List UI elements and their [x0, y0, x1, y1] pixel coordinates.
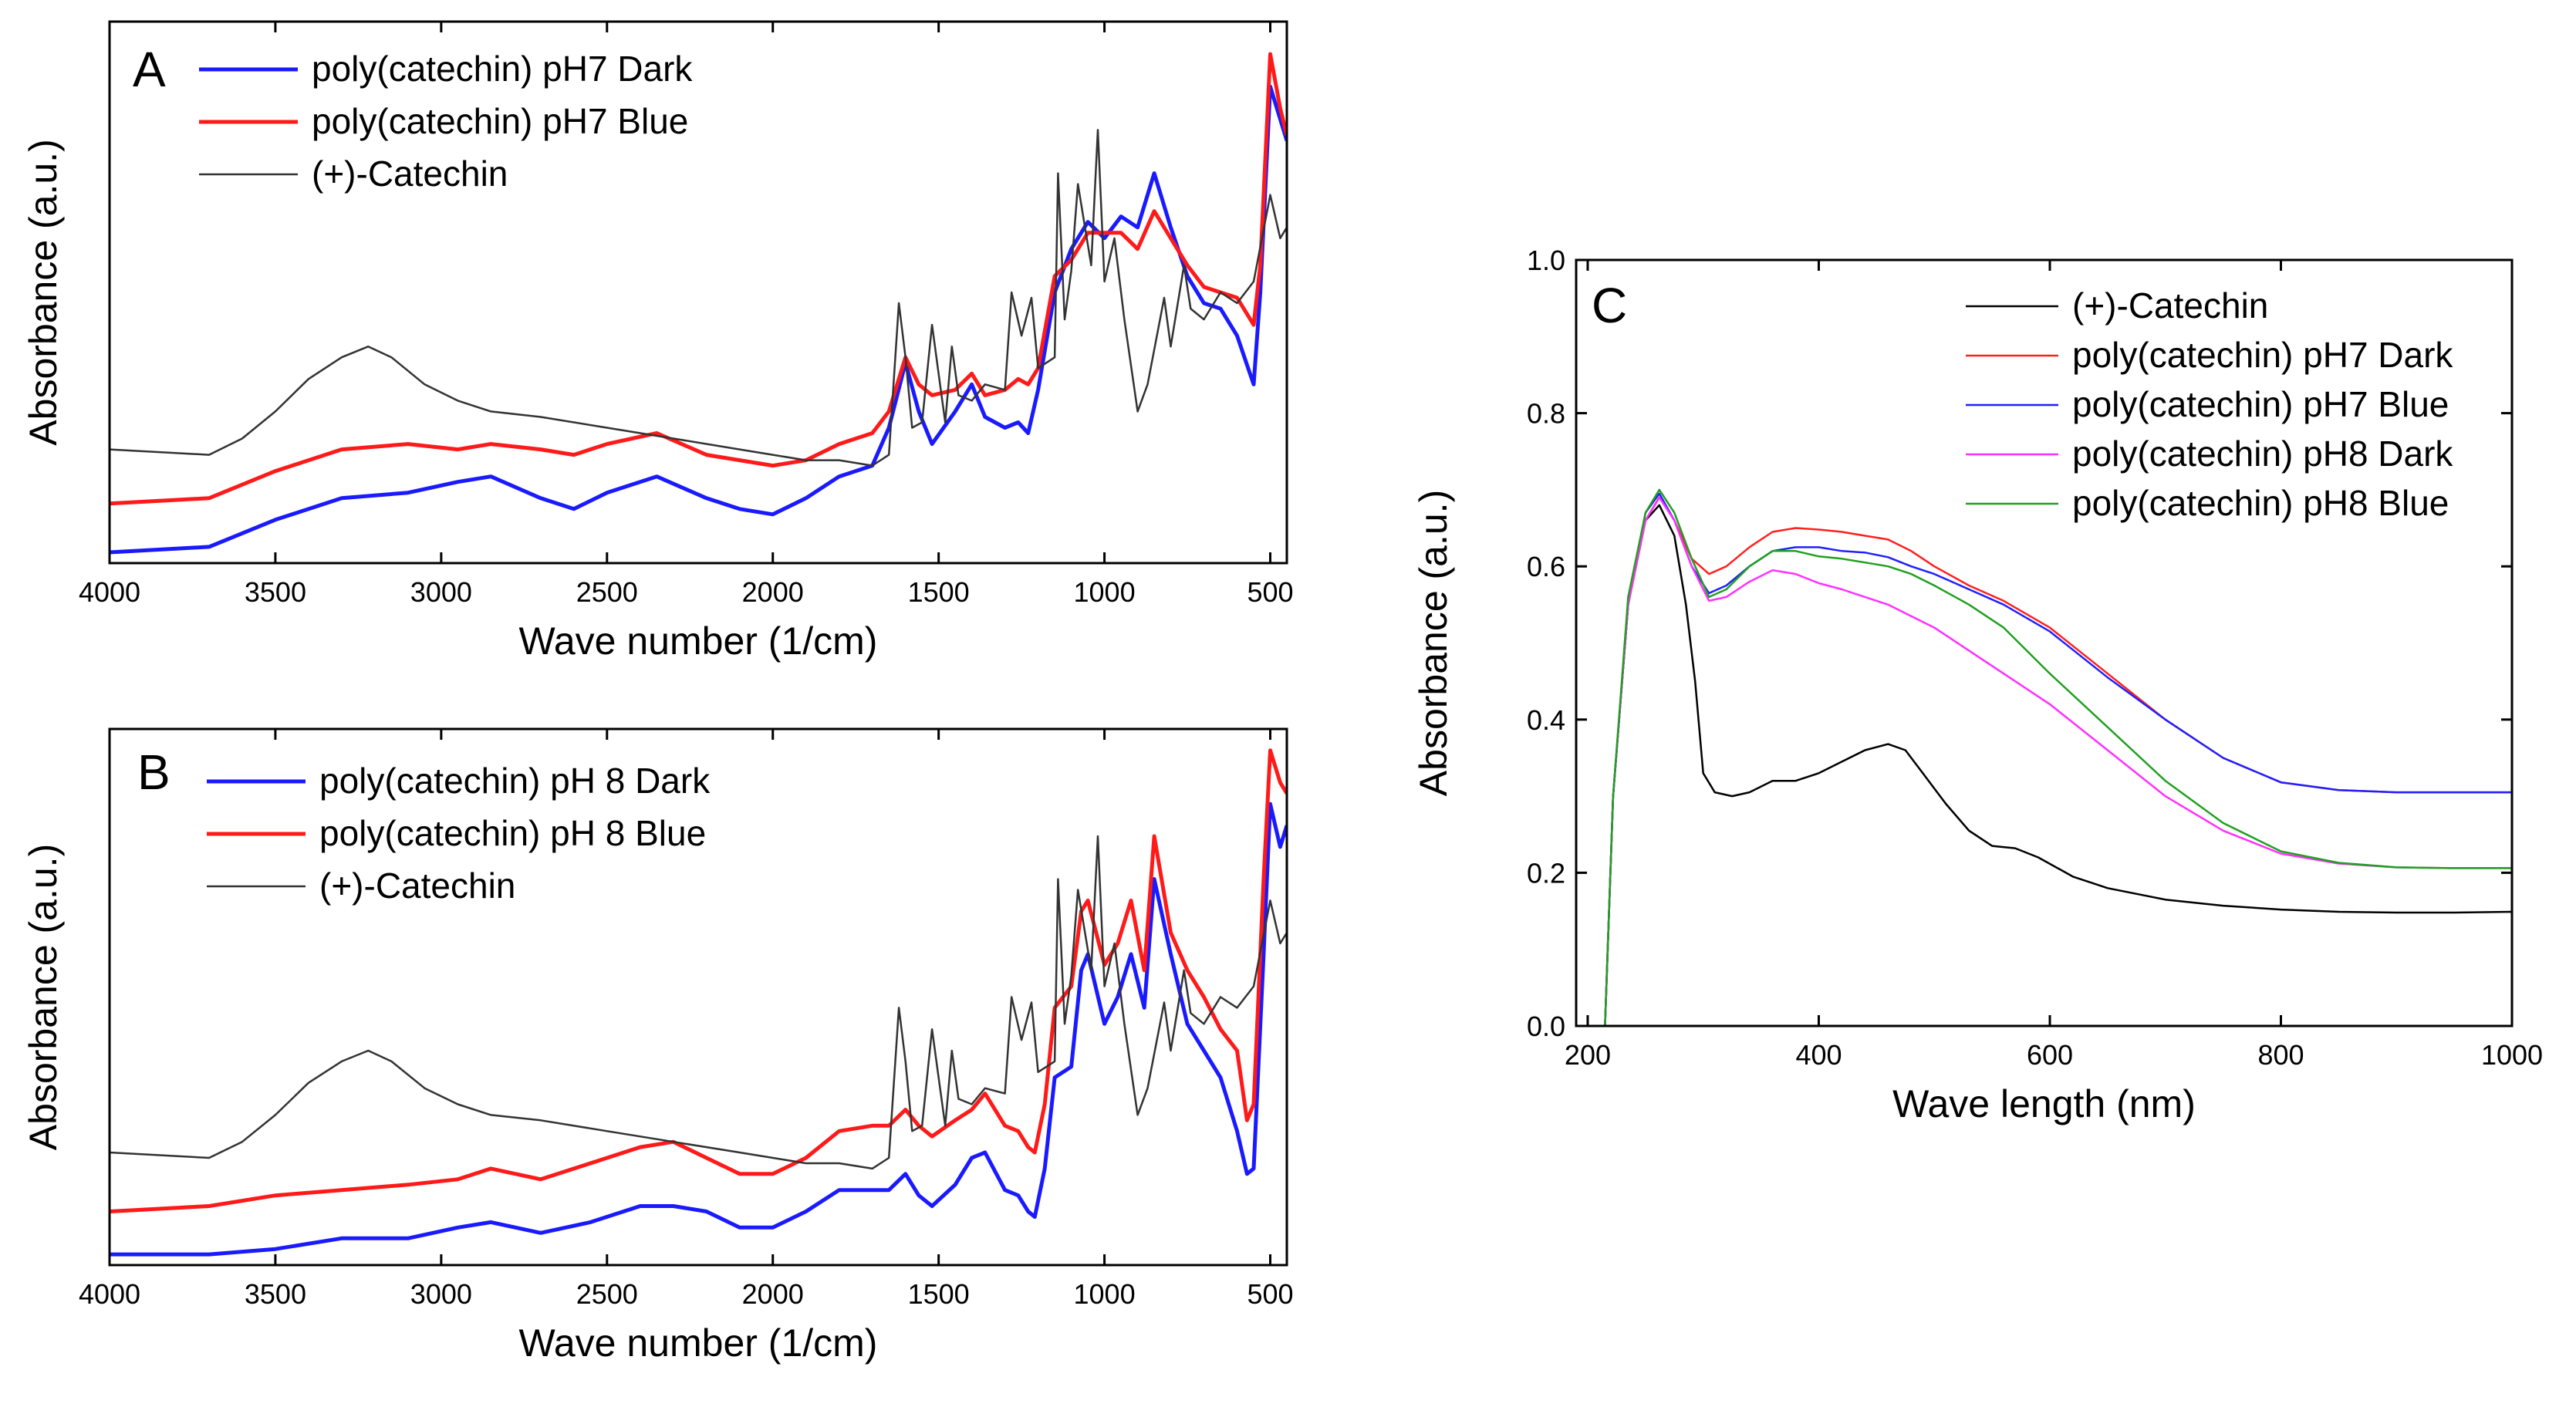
x-tick-label: 600: [2027, 1039, 2073, 1071]
legend-label: poly(catechin) pH7 Blue: [312, 101, 688, 141]
plot-frame: [108, 20, 1288, 565]
y-axis-title: Absorbance (a.u.): [22, 844, 65, 1150]
series-line-2: [110, 52, 1287, 506]
x-tick-label: 800: [2257, 1039, 2304, 1071]
x-tick-label: 2000: [742, 1278, 804, 1310]
x-tick-label: 3500: [245, 576, 306, 608]
chart-panel-c: 200 400 600 800 1000 0.0 0.2 0.4 0.6 0.8 1.0 Wave l…: [1412, 245, 2543, 1125]
series-line-2: [1604, 496, 2512, 1026]
x-tick-label: 4000: [79, 576, 140, 608]
x-tick-label: 3500: [245, 1278, 306, 1310]
legend-label: (+)-Catechin: [312, 154, 508, 194]
x-tick-label: 3000: [410, 576, 472, 608]
y-tick-label: 0.4: [1527, 704, 1565, 736]
series-line-3: [110, 835, 1287, 1170]
x-axis-title: Wave length (nm): [1892, 1082, 2196, 1125]
series-line-1: [110, 84, 1287, 555]
x-tick-label: 2500: [576, 1278, 638, 1310]
x-tick-label: 1500: [908, 1278, 970, 1310]
x-tick-label: 2500: [576, 576, 638, 608]
x-tick-label: 4000: [79, 1278, 140, 1310]
chart-panel-b: 4000 3500 3000 2500 2000 1500 1000 500 Wave numb…: [22, 727, 1294, 1365]
panel-letter: C: [1592, 278, 1627, 333]
plot-frame: [1575, 258, 2514, 1028]
series-line-4: [1604, 496, 2512, 1026]
series-line-3: [110, 129, 1287, 467]
x-tick-label: 200: [1565, 1039, 1611, 1071]
y-axis-title: Absorbance (a.u.): [22, 139, 65, 445]
x-axis-title: Wave number (1/cm): [519, 619, 878, 663]
legend-label: poly(catechin) pH8 Dark: [2072, 434, 2453, 474]
panel-letter: A: [133, 42, 166, 97]
series-line-2: [110, 748, 1287, 1213]
legend: poly(catechin) pH 8 Dark poly(catechin) p…: [207, 761, 711, 906]
x-tick-label: 3000: [410, 1278, 472, 1310]
x-tick-label: 400: [1795, 1039, 1842, 1071]
plot-frame: [108, 727, 1288, 1267]
legend-label: (+)-Catechin: [319, 866, 515, 906]
legend: poly(catechin) pH7 Dark poly(catechin) pH…: [199, 49, 693, 194]
x-tick-label: 2000: [742, 576, 804, 608]
y-tick-label: 0.8: [1527, 398, 1565, 430]
series-line-1: [1604, 504, 2512, 1026]
x-axis-title: Wave number (1/cm): [519, 1321, 878, 1365]
legend-label: poly(catechin) pH7 Blue: [2072, 384, 2449, 424]
legend: (+)-Catechin poly(catechin) pH7 Dark poly(…: [1966, 285, 2453, 523]
legend-label: poly(catechin) pH8 Blue: [2072, 483, 2449, 523]
legend-label: poly(catechin) pH7 Dark: [2072, 335, 2453, 375]
legend-label: poly(catechin) pH7 Dark: [312, 49, 693, 89]
chart-panel-a: 4000 3500 3000 2500 2000 1500 1000 500 Wave numb…: [22, 20, 1294, 663]
x-tick-label: 1000: [1074, 1278, 1136, 1310]
y-tick-label: 0.2: [1527, 857, 1565, 889]
panel-letter: B: [137, 744, 170, 800]
x-tick-label: 1500: [908, 576, 970, 608]
legend-label: poly(catechin) pH 8 Blue: [319, 813, 706, 853]
series-line-5: [1604, 488, 2512, 1026]
y-axis-title: Absorbance (a.u.): [1412, 490, 1455, 796]
x-tick-label: 500: [1247, 1278, 1293, 1310]
y-tick-label: 0.6: [1527, 551, 1565, 582]
series-line-1: [110, 801, 1287, 1257]
x-tick-label: 1000: [1074, 576, 1136, 608]
legend-label: (+)-Catechin: [2072, 285, 2268, 326]
y-tick-label: 0.0: [1527, 1011, 1565, 1042]
x-tick-label: 500: [1247, 576, 1293, 608]
y-tick-label: 1.0: [1527, 245, 1565, 276]
legend-label: poly(catechin) pH 8 Dark: [319, 761, 711, 801]
x-tick-label: 1000: [2481, 1039, 2543, 1071]
